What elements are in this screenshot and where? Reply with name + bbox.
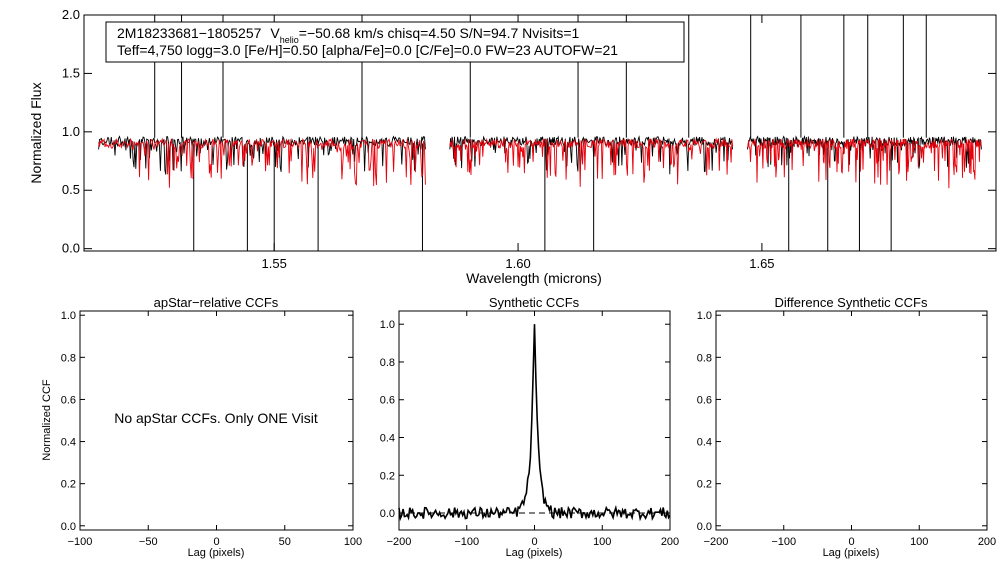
difference-ccf-x-tick-label: 200 — [978, 536, 996, 548]
spectrum-x-tick-label: 1.55 — [262, 256, 287, 271]
model-spectrum-series — [98, 137, 982, 189]
difference-ccf-x-tick-label: 0 — [848, 536, 854, 548]
difference-ccf-title: Difference Synthetic CCFs — [775, 295, 928, 310]
observed-spectrum-line — [746, 135, 982, 169]
apstar-ccf-x-tick-label: 0 — [213, 536, 219, 548]
apstar-ccf-y-tick-label: 1.0 — [61, 310, 76, 322]
difference-ccf-y-tick-label: 0.8 — [697, 352, 712, 364]
apstar-ccf-x-axis-title: Lag (pixels) — [188, 547, 245, 559]
spectrum-x-axis-title: Wavelength (microns) — [466, 270, 602, 286]
spectrum-ticks: 1.55 1.60 1.65 0.0 0.5 1.0 1.5 2.0 — [62, 7, 996, 271]
spectrum-y-tick-label: 1.0 — [62, 124, 80, 139]
synthetic-ccf-x-tick-label: 0 — [531, 536, 537, 548]
difference-ccf-x-tick-label: 100 — [910, 536, 928, 548]
apstar-ccf-y-tick-label: 0.6 — [61, 394, 76, 406]
info-box — [105, 21, 685, 63]
synthetic-ccf-panel: −200 −100 0 100 200 0.0 0.2 0.4 0.6 0.8 1.0 Synthe… — [380, 295, 679, 559]
difference-ccf-y-tick-label: 0.6 — [697, 394, 712, 406]
apstar-ccf-y-axis-title: Normalized CCF — [41, 379, 53, 461]
synthetic-ccf-y-tick-label: 1.0 — [380, 319, 395, 331]
synthetic-ccf-y-tick-label: 0.0 — [380, 508, 395, 520]
synthetic-ccf-ticks: −200 −100 0 100 200 0.0 0.2 0.4 0.6 0.8 1.0 — [380, 311, 679, 548]
info-star-id: 2M18233681−1805257 — [117, 25, 262, 41]
synthetic-ccf-y-tick-label: 0.8 — [380, 357, 395, 369]
apstar-ccf-x-tick-label: 100 — [344, 536, 362, 548]
info-v-symbol: V — [270, 25, 280, 41]
info-line-2: Teff=4,750 logg=3.0 [Fe/H]=0.50 [alpha/F… — [117, 42, 618, 58]
info-v-subscript: helio — [280, 35, 299, 45]
synthetic-ccf-series — [398, 324, 671, 522]
difference-ccf-axes-frame — [715, 310, 988, 531]
synthetic-ccf-x-tick-label: 100 — [593, 536, 611, 548]
spectrum-panel: 1.55 1.60 1.65 0.0 0.5 1.0 1.5 2.0 Wavelength (… — [28, 7, 997, 286]
info-line-1-rest: =−50.68 km/s chisq=4.50 S/N=94.7 Nvisits… — [299, 25, 580, 41]
difference-ccf-y-tick-label: 0.0 — [697, 521, 712, 533]
apstar-ccf-y-tick-label: 0.0 — [61, 521, 76, 533]
apstar-ccf-y-tick-label: 0.2 — [61, 479, 76, 491]
spectrum-y-axis-title: Normalized Flux — [28, 82, 44, 183]
difference-ccf-x-axis-title: Lag (pixels) — [823, 547, 880, 559]
spectrum-y-tick-label: 0.5 — [62, 182, 80, 197]
spectrum-x-tick-label: 1.65 — [749, 256, 774, 271]
observed-spectrum-line — [98, 135, 426, 175]
synthetic-ccf-y-tick-label: 0.6 — [380, 395, 395, 407]
apstar-ccf-x-tick-label: −50 — [139, 536, 158, 548]
synthetic-ccf-x-tick-label: −200 — [387, 536, 412, 548]
observed-spectrum-series — [98, 15, 982, 251]
difference-ccf-y-tick-label: 1.0 — [697, 310, 712, 322]
spectrum-y-tick-label: 1.5 — [62, 65, 80, 80]
synthetic-ccf-y-tick-label: 0.2 — [380, 470, 395, 482]
spectrum-y-tick-label: 2.0 — [62, 7, 80, 22]
synthetic-ccf-line — [398, 324, 671, 522]
difference-ccf-x-tick-label: −100 — [771, 536, 796, 548]
info-line-1: 2M18233681−1805257 Vhelio=−50.68 km/s chi… — [117, 25, 580, 45]
synthetic-ccf-x-axis-title: Lag (pixels) — [506, 547, 563, 559]
spectrum-axes-frame — [83, 14, 997, 252]
synthetic-ccf-y-tick-label: 0.4 — [380, 432, 395, 444]
synthetic-ccf-x-tick-label: −100 — [454, 536, 479, 548]
apstar-ccf-title: apStar−relative CCFs — [154, 295, 279, 310]
apstar-ccf-y-tick-label: 0.8 — [61, 352, 76, 364]
spectrum-y-tick-label: 0.0 — [62, 241, 80, 256]
difference-ccf-y-tick-label: 0.4 — [697, 437, 712, 449]
difference-ccf-y-tick-label: 0.2 — [697, 479, 712, 491]
model-spectrum-line — [746, 137, 982, 189]
difference-ccf-panel: −200 −100 0 100 200 0.0 0.2 0.4 0.6 0.8 1.0 Differ… — [697, 295, 996, 559]
model-spectrum-line — [98, 137, 426, 188]
apstar-ccf-panel: −100 −50 0 50 100 0.0 0.2 0.4 0.6 0.8 1.0 apStar−r… — [41, 295, 362, 559]
apstar-ccf-x-tick-label: 50 — [279, 536, 291, 548]
apstar-ccf-y-tick-label: 0.4 — [61, 437, 76, 449]
difference-ccf-x-tick-label: −200 — [704, 536, 729, 548]
synthetic-ccf-title: Synthetic CCFs — [489, 295, 580, 310]
spectrum-x-tick-label: 1.60 — [505, 256, 530, 271]
synthetic-ccf-x-tick-label: 200 — [661, 536, 679, 548]
model-spectrum-line — [449, 137, 734, 187]
apstar-ccf-ticks: −100 −50 0 50 100 0.0 0.2 0.4 0.6 0.8 1.0 — [61, 310, 362, 548]
apstar-ccf-annotation: No apStar CCFs. Only ONE Visit — [114, 410, 318, 426]
difference-ccf-ticks: −200 −100 0 100 200 0.0 0.2 0.4 0.6 0.8 1.0 — [697, 310, 996, 548]
apstar-ccf-x-tick-label: −100 — [68, 536, 93, 548]
